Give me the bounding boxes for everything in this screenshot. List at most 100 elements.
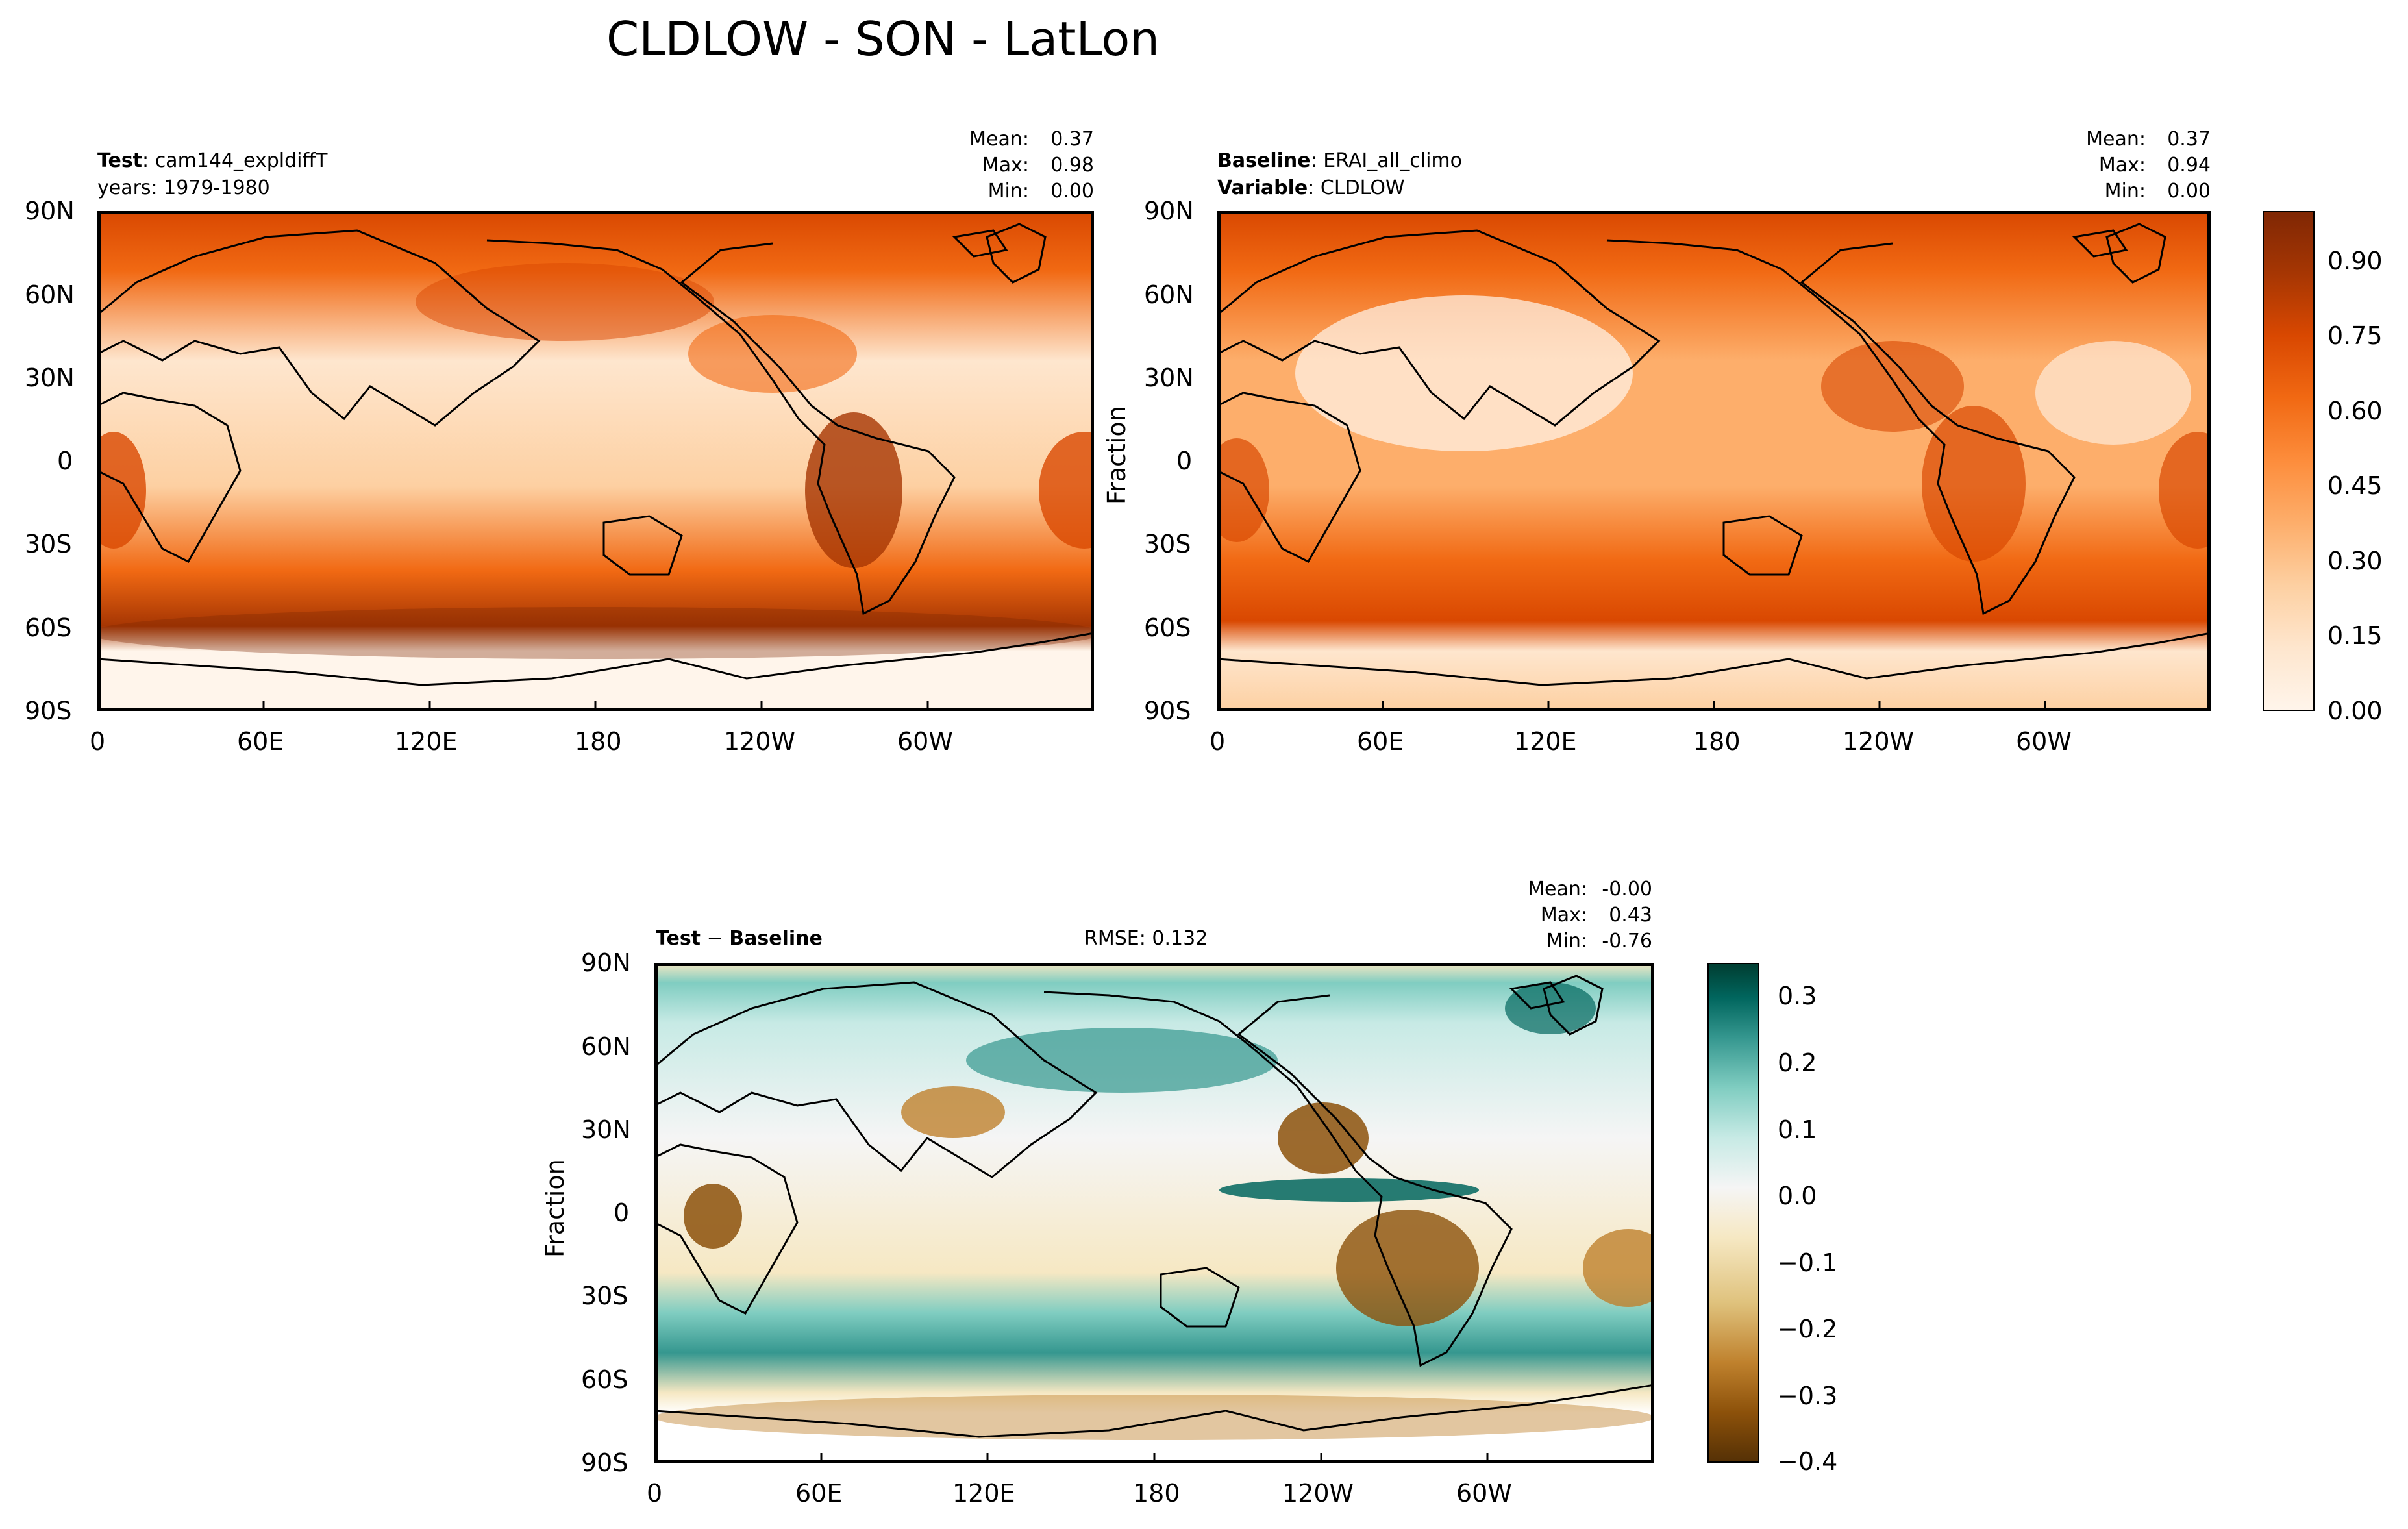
diff-north-pacific-pos — [966, 1028, 1278, 1093]
baseline-ytick-90s: 90S — [1144, 697, 1191, 725]
diff-ytick-60s: 60S — [581, 1365, 628, 1394]
diff-ytick-0: 0 — [614, 1199, 630, 1227]
test-ytick-60n: 60N — [25, 280, 75, 309]
diff-map — [654, 963, 1654, 1463]
diff-ylabel: Fraction — [541, 1159, 569, 1258]
sc-deck-california — [688, 315, 857, 393]
baseline-ytick-30s: 30S — [1144, 530, 1191, 558]
diff-min: -0.76 — [1602, 930, 1652, 952]
baseline-xtick-60e: 60E — [1357, 727, 1404, 756]
variable-label-key: Variable — [1217, 177, 1308, 199]
diff-africa-neg — [684, 1184, 742, 1249]
cbar2-tick-2: 0.1 — [1778, 1115, 1817, 1144]
baseline-frame — [1217, 211, 2211, 711]
diff-xtick-180: 180 — [1133, 1479, 1180, 1508]
baseline-ytick-60s: 60S — [1144, 614, 1191, 642]
baseline-max-label: Max: — [2098, 154, 2146, 177]
diff-namibia-neg — [1583, 1229, 1654, 1307]
test-coastlines — [97, 223, 1094, 686]
diff-frame — [654, 963, 1654, 1463]
diff-label-sep: − — [706, 927, 723, 950]
test-xtick-120w: 120W — [724, 727, 796, 756]
diff-mean-label: Mean: — [1528, 878, 1587, 901]
diff-rmse: RMSE: 0.132 — [1084, 927, 1208, 950]
cbar1-tick-0: 0.00 — [2327, 697, 2383, 725]
cbar2-tick-0: 0.3 — [1778, 982, 1817, 1010]
diff-label-baseline: Baseline — [729, 927, 823, 950]
baseline-xtick-120e: 120E — [1514, 727, 1577, 756]
cbar1-tick-5: 0.75 — [2327, 321, 2383, 350]
test-ytick-30n: 30N — [25, 364, 75, 392]
diff-ytick-30n: 30N — [581, 1115, 631, 1144]
cbar2-tick-4: −0.1 — [1778, 1249, 1838, 1277]
diff-stats: Mean: -0.00 Max: 0.43 Min: -0.76 — [1454, 876, 1652, 954]
test-max-label: Max: — [982, 154, 1029, 177]
baseline-ylabel: Fraction — [1102, 406, 1131, 504]
diff-xtick-60w: 60W — [1456, 1479, 1512, 1508]
baseline-coastlines — [1217, 223, 2211, 686]
baseline-africa-land — [2035, 341, 2191, 445]
diff-antarctic-neg — [654, 1395, 1654, 1440]
test-max: 0.98 — [1050, 154, 1094, 177]
cbar1-tick-1: 0.15 — [2327, 621, 2383, 650]
diff-min-label: Min: — [1546, 930, 1587, 952]
diff-xtick-0: 0 — [647, 1479, 663, 1508]
sc-deck-peru — [805, 412, 902, 568]
diff-california-neg — [1278, 1102, 1369, 1174]
cbar2-tick-3: 0.0 — [1778, 1182, 1817, 1210]
baseline-max: 0.94 — [2167, 154, 2211, 177]
test-label: Test: cam144_expldiffT — [97, 149, 328, 172]
baseline-map — [1217, 211, 2211, 711]
baseline-label: Baseline: ERAI_all_climo — [1217, 149, 1462, 172]
oranges-colorbar — [2263, 211, 2315, 711]
diff-tibet-neg — [901, 1086, 1005, 1138]
test-mean: 0.37 — [1050, 128, 1094, 151]
diff-ytick-30s: 30S — [581, 1282, 628, 1310]
diff-mean: -0.00 — [1602, 878, 1652, 901]
diff-xtick-120w: 120W — [1282, 1479, 1354, 1508]
diff-max-label: Max: — [1540, 904, 1587, 926]
diff-coastlines — [654, 975, 1654, 1438]
baseline-sc-peru — [1922, 406, 2026, 562]
diff-xtick-120e: 120E — [952, 1479, 1015, 1508]
test-ytick-60s: 60S — [25, 614, 72, 642]
diff-greenland-pos — [1505, 982, 1596, 1034]
test-mean-label: Mean: — [969, 128, 1029, 151]
diff-ytick-60n: 60N — [581, 1032, 631, 1061]
baseline-min: 0.00 — [2167, 180, 2211, 203]
test-years: years: 1979-1980 — [97, 177, 270, 199]
baseline-label-value: ERAI_all_climo — [1323, 149, 1462, 172]
test-min: 0.00 — [1050, 180, 1094, 203]
test-ytick-30s: 30S — [25, 530, 72, 558]
cbar2-tick-6: −0.3 — [1778, 1382, 1838, 1410]
test-ytick-90s: 90S — [25, 697, 72, 725]
sc-deck-namibia — [1039, 432, 1094, 549]
baseline-ytick-60n: 60N — [1144, 280, 1194, 309]
baseline-asia-land — [1295, 295, 1633, 451]
cbar2-tick-5: −0.2 — [1778, 1315, 1838, 1343]
test-xtick-60w: 60W — [897, 727, 953, 756]
cbar1-tick-2: 0.30 — [2327, 547, 2383, 575]
baseline-mean: 0.37 — [2167, 128, 2211, 151]
sc-deck-namibia-west — [97, 432, 146, 549]
brbg-colorbar — [1707, 963, 1759, 1463]
test-frame — [97, 211, 1094, 711]
cbar1-tick-6: 0.90 — [2327, 247, 2383, 275]
oranges-colorbar-bar — [2263, 211, 2315, 711]
variable-label-value: CLDLOW — [1320, 177, 1405, 199]
baseline-mean-label: Mean: — [2086, 128, 2146, 151]
diff-label-test: Test — [656, 927, 701, 950]
test-xtick-180: 180 — [575, 727, 622, 756]
test-map — [97, 211, 1094, 711]
cbar2-tick-1: 0.2 — [1778, 1049, 1817, 1077]
test-xtick-60e: 60E — [237, 727, 284, 756]
variable-label: Variable: CLDLOW — [1217, 177, 1405, 199]
baseline-min-label: Min: — [2104, 180, 2146, 203]
cbar1-tick-4: 0.60 — [2327, 397, 2383, 425]
test-min-label: Min: — [987, 180, 1029, 203]
figure-title: CLDLOW - SON - LatLon — [606, 12, 1160, 66]
diff-label: Test − Baseline — [656, 927, 823, 950]
baseline-ytick-90n: 90N — [1144, 197, 1194, 225]
baseline-sc-california — [1821, 341, 1964, 432]
baseline-label-key: Baseline — [1217, 149, 1311, 172]
